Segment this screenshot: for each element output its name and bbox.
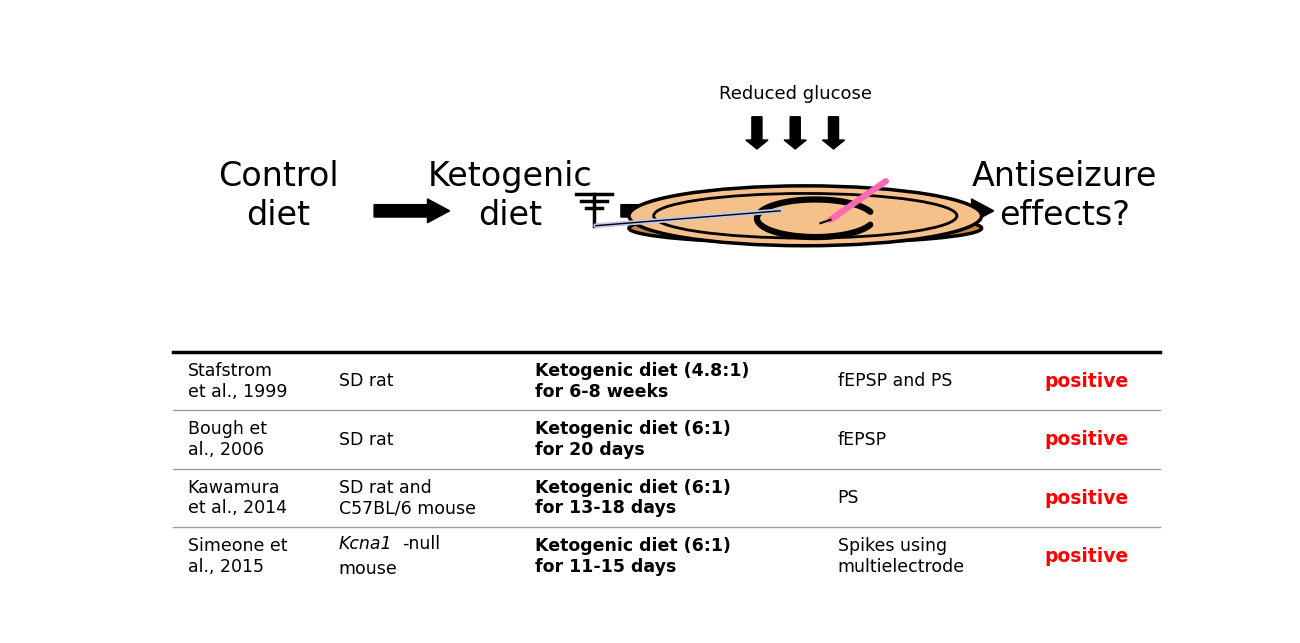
Text: Spikes using
multielectrode: Spikes using multielectrode [837, 537, 965, 576]
Text: -null: -null [402, 534, 441, 552]
Text: Ketogenic diet (6:1)
for 13-18 days: Ketogenic diet (6:1) for 13-18 days [536, 478, 731, 518]
Ellipse shape [654, 194, 957, 238]
Text: Kawamura
et al., 2014: Kawamura et al., 2014 [187, 478, 287, 518]
Text: SD rat: SD rat [339, 372, 394, 390]
Text: Control
diet: Control diet [218, 160, 339, 231]
Text: Bough et
al., 2006: Bough et al., 2006 [187, 420, 266, 459]
Text: Antiseizure
effects?: Antiseizure effects? [971, 160, 1157, 231]
Text: Kcna1: Kcna1 [339, 534, 393, 552]
Ellipse shape [629, 213, 982, 243]
Text: Ketogenic diet (6:1)
for 20 days: Ketogenic diet (6:1) for 20 days [536, 420, 731, 459]
Text: SD rat: SD rat [339, 431, 394, 449]
FancyArrow shape [621, 199, 692, 222]
FancyArrow shape [923, 199, 993, 222]
Text: mouse: mouse [339, 560, 398, 578]
FancyArrow shape [823, 117, 845, 149]
Text: Stafstrom
et al., 1999: Stafstrom et al., 1999 [187, 362, 287, 401]
Text: Ketogenic diet (6:1)
for 11-15 days: Ketogenic diet (6:1) for 11-15 days [536, 537, 731, 576]
Text: fEPSP and PS: fEPSP and PS [837, 372, 952, 390]
Text: fEPSP: fEPSP [837, 431, 887, 449]
Text: positive: positive [1044, 547, 1128, 566]
Text: positive: positive [1044, 372, 1128, 391]
FancyArrow shape [746, 117, 768, 149]
Text: Reduced glucose: Reduced glucose [719, 86, 872, 104]
FancyArrow shape [374, 199, 450, 222]
Ellipse shape [629, 186, 982, 246]
Text: SD rat and
C57BL/6 mouse: SD rat and C57BL/6 mouse [339, 478, 476, 518]
Text: PS: PS [837, 489, 859, 507]
Text: positive: positive [1044, 489, 1128, 507]
FancyArrow shape [784, 117, 806, 149]
Text: Simeone et
al., 2015: Simeone et al., 2015 [187, 537, 287, 576]
Text: Ketogenic
diet: Ketogenic diet [428, 160, 593, 231]
Text: positive: positive [1044, 430, 1128, 449]
Text: Ketogenic diet (4.8:1)
for 6-8 weeks: Ketogenic diet (4.8:1) for 6-8 weeks [536, 362, 750, 401]
